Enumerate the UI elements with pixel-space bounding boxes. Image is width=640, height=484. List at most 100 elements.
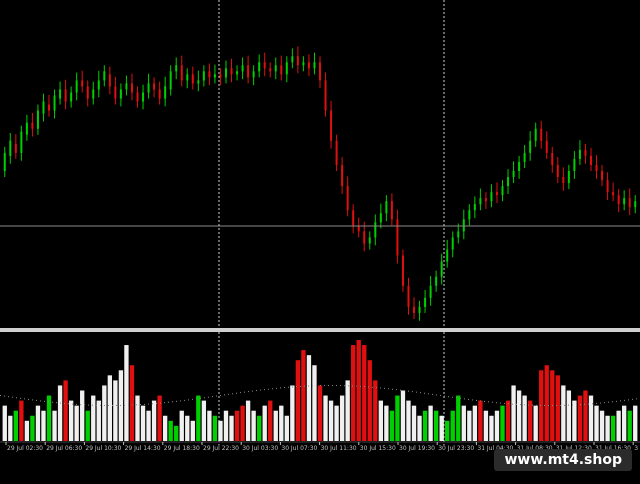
volume-average-dot (128, 404, 129, 406)
candle-body (562, 177, 565, 184)
time-tick-label: 31 Jul 12:30 (556, 445, 592, 452)
candle-body (92, 89, 95, 99)
volume-bar (500, 405, 505, 441)
volume-average-dot (352, 385, 353, 387)
volume-average-dot (552, 404, 553, 406)
candle-body (269, 68, 272, 72)
volume-bar (627, 410, 632, 441)
volume-average-dot (176, 400, 177, 402)
volume-average-dot (628, 399, 629, 401)
volume-average-dot (532, 404, 533, 406)
time-tick-label: 29 Jul 06:30 (46, 445, 82, 452)
volume-bar (633, 405, 638, 441)
volume-bar (174, 425, 179, 441)
volume-bar (185, 415, 190, 441)
volume-average-dot (384, 387, 385, 389)
volume-average-dot (224, 394, 225, 396)
volume-average-dot (152, 403, 153, 405)
candle-body (484, 198, 487, 202)
candle-body (219, 74, 222, 78)
volume-bar (68, 400, 74, 441)
candle-body (164, 86, 167, 99)
volume-bar (478, 400, 483, 441)
candle-body (14, 143, 17, 153)
volume-average-dot (316, 385, 317, 387)
time-tick-label: 29 Jul 02:30 (7, 445, 43, 452)
volume-average-dot (48, 401, 49, 403)
volume-bar (262, 405, 267, 441)
time-tick-label: 30 Jul 11:30 (321, 445, 357, 452)
time-tick-label: 30 Jul 15:30 (360, 445, 396, 452)
volume-average-dot (368, 386, 369, 388)
volume-average-dot (604, 402, 605, 404)
volume-bar (373, 380, 378, 441)
candle-body (169, 71, 172, 90)
volume-average-dot (204, 397, 205, 399)
volume-bar (135, 395, 140, 441)
volume-bar (334, 405, 339, 441)
volume-average-dot (164, 402, 165, 404)
candle-body (501, 186, 504, 196)
volume-bar (63, 380, 68, 441)
volume-bar (57, 385, 63, 441)
volume-bar (218, 420, 223, 441)
volume-average-dot (592, 403, 593, 405)
volume-average-dot (120, 404, 121, 406)
pane-separator[interactable] (0, 328, 640, 332)
volume-bar (190, 420, 195, 441)
volume-average-dot (500, 402, 501, 404)
candle-body (64, 89, 67, 102)
candle-body (457, 231, 460, 238)
volume-average-dot (348, 385, 349, 387)
volume-average-dot (172, 401, 173, 403)
candle-body (241, 65, 244, 72)
volume-bar (284, 415, 289, 441)
volume-bar (422, 410, 428, 441)
volume-bar (566, 390, 572, 441)
time-tick-label: 31 Jul 04:30 (477, 445, 513, 452)
candle-body (224, 68, 227, 78)
volume-bar (362, 345, 367, 441)
volume-bar (395, 395, 400, 441)
candle-body (507, 177, 510, 187)
volume-bar (351, 345, 356, 441)
volume-bar (46, 395, 52, 441)
volume-bar (610, 415, 616, 441)
volume-bar (622, 405, 627, 441)
volume-average-dot (416, 391, 417, 393)
volume-average-dot (228, 393, 229, 395)
candle-body (556, 164, 559, 178)
candle-body (429, 285, 432, 298)
volume-bar (74, 405, 79, 441)
candle-body (70, 92, 73, 102)
volume-average-dot (600, 402, 601, 404)
volume-average-dot (192, 398, 193, 400)
volume-average-dot (76, 403, 77, 405)
volume-average-dot (536, 404, 537, 406)
candle-body (208, 71, 211, 78)
candle-body (258, 62, 261, 72)
volume-average-dot (72, 403, 73, 405)
volume-bar (107, 375, 113, 441)
volume-average-dot (0, 395, 1, 396)
volume-bar (196, 395, 201, 441)
volume-average-dot (524, 404, 525, 406)
candle-body (462, 219, 465, 232)
volume-average-dot (576, 404, 577, 406)
volume-bar (207, 410, 212, 441)
volume-bar (30, 415, 35, 441)
volume-bar (157, 395, 162, 441)
volume-average-dot (364, 386, 365, 388)
volume-average-dot (464, 398, 465, 400)
volume-bar (35, 405, 41, 441)
volume-bar (616, 410, 621, 441)
volume-bar (85, 410, 90, 441)
volume-bar (417, 415, 422, 441)
volume-bar (572, 400, 577, 441)
volume-average-dot (108, 404, 109, 406)
candle-body (573, 158, 576, 171)
volume-average-dot (476, 399, 477, 401)
volume-average-dot (276, 387, 277, 389)
